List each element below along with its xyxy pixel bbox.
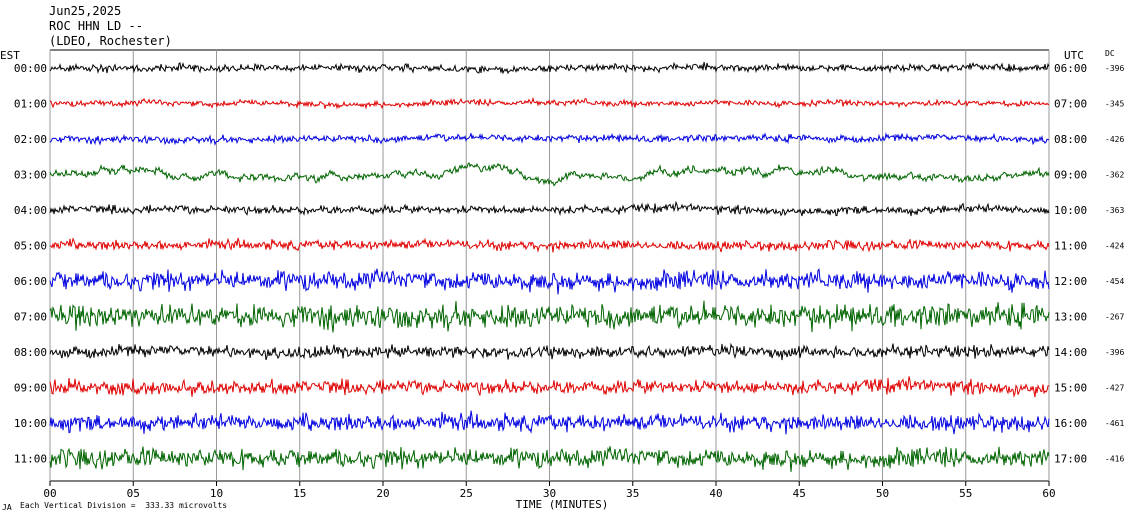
- dc-label-03:00: -362: [1105, 171, 1124, 180]
- est-label-01:00: 01:00: [14, 98, 47, 111]
- est-label-00:00: 00:00: [14, 62, 47, 75]
- est-label-04:00: 04:00: [14, 204, 47, 217]
- x-tick-label-50: 50: [876, 487, 889, 500]
- est-label-10:00: 10:00: [14, 417, 47, 430]
- x-tick-label-20: 20: [376, 487, 389, 500]
- x-tick-label-35: 35: [626, 487, 639, 500]
- trace-09:00: [49, 376, 1050, 398]
- utc-label-17:00: 17:00: [1054, 453, 1087, 466]
- dc-label-10:00: -461: [1105, 419, 1124, 428]
- utc-label-15:00: 15:00: [1054, 382, 1087, 395]
- utc-label-08:00: 08:00: [1054, 133, 1087, 146]
- dc-label-07:00: -267: [1105, 313, 1124, 322]
- trace-07:00: [49, 300, 1050, 333]
- utc-label-09:00: 09:00: [1054, 169, 1087, 182]
- utc-zone-label: UTC: [1064, 49, 1084, 62]
- x-tick-label-40: 40: [709, 487, 722, 500]
- trace-05:00: [49, 237, 1050, 253]
- trace-10:00: [49, 410, 1050, 435]
- est-label-03:00: 03:00: [14, 169, 47, 182]
- est-label-02:00: 02:00: [14, 133, 47, 146]
- logo-mark: JA: [2, 503, 12, 512]
- x-tick-labels: 00 05 10 15 20 25 30 35 40 45 50 55 60: [43, 487, 1055, 500]
- dc-label-06:00: -454: [1105, 277, 1124, 286]
- utc-label-12:00: 12:00: [1054, 275, 1087, 288]
- est-label-05:00: 05:00: [14, 240, 47, 253]
- utc-label-07:00: 07:00: [1054, 98, 1087, 111]
- dc-label-09:00: -427: [1105, 384, 1124, 393]
- utc-label-11:00: 11:00: [1054, 240, 1087, 253]
- x-axis-label: TIME (MINUTES): [516, 498, 609, 511]
- dc-label-11:00: -416: [1105, 455, 1124, 464]
- trace-group: [49, 61, 1050, 472]
- dc-label-04:00: -363: [1105, 206, 1124, 215]
- est-zone-label: EST: [0, 49, 20, 62]
- dc-label-00:00: -396: [1105, 64, 1124, 73]
- utc-label-13:00: 13:00: [1054, 311, 1087, 324]
- grid-lines: [49, 49, 1050, 486]
- est-label-11:00: 11:00: [14, 453, 47, 466]
- trace-04:00: [49, 200, 1050, 217]
- utc-label-10:00: 10:00: [1054, 204, 1087, 217]
- x-tick-label-45: 45: [793, 487, 806, 500]
- est-label-09:00: 09:00: [14, 382, 47, 395]
- est-label-08:00: 08:00: [14, 346, 47, 359]
- trace-01:00: [49, 96, 1050, 110]
- scale-note: Each Vertical Division = 333.33 microvol…: [20, 501, 228, 510]
- utc-label-16:00: 16:00: [1054, 417, 1087, 430]
- trace-00:00: [49, 61, 1050, 75]
- x-tick-label-10: 10: [210, 487, 223, 500]
- network-name: (LDEO, Rochester): [49, 34, 172, 48]
- x-tick-label-60: 60: [1042, 487, 1055, 500]
- x-tick-label-30: 30: [543, 487, 556, 500]
- trace-08:00: [49, 342, 1050, 361]
- trace-03:00: [49, 162, 1050, 187]
- row-labels: 00:00 06:00 -396 01:00 07:00 -345 02:00 08:00 -4…: [14, 62, 1125, 466]
- dc-label-02:00: -426: [1105, 135, 1124, 144]
- dc-label-08:00: -396: [1105, 348, 1124, 357]
- x-tick-label-55: 55: [959, 487, 972, 500]
- station-code: ROC HHN LD --: [49, 19, 143, 33]
- trace-11:00: [49, 446, 1050, 472]
- trace-06:00: [49, 268, 1050, 295]
- x-tick-label-25: 25: [460, 487, 473, 500]
- dc-label-01:00: -345: [1105, 100, 1124, 109]
- trace-02:00: [49, 132, 1049, 147]
- x-tick-label-15: 15: [293, 487, 306, 500]
- utc-label-06:00: 06:00: [1054, 62, 1087, 75]
- x-tick-label-05: 05: [127, 487, 140, 500]
- dc-label-05:00: -424: [1105, 242, 1124, 251]
- dc-column-label: DC: [1105, 49, 1115, 58]
- utc-label-14:00: 14:00: [1054, 346, 1087, 359]
- plot-date: Jun25,2025: [49, 4, 122, 18]
- est-label-06:00: 06:00: [14, 275, 47, 288]
- est-label-07:00: 07:00: [14, 311, 47, 324]
- x-tick-label-00: 00: [43, 487, 56, 500]
